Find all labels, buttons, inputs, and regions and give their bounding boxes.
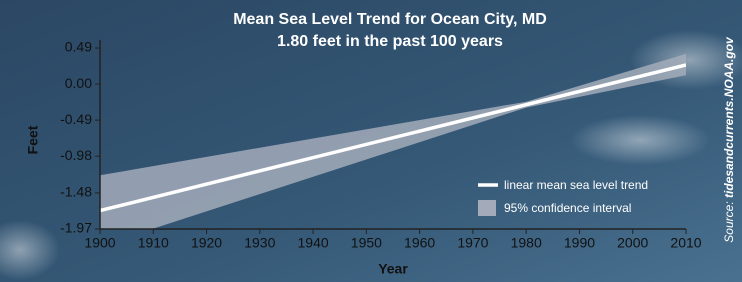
x-tick-label: 1950 — [351, 235, 382, 251]
y-tick-label: -1.97 — [60, 220, 92, 236]
x-tick-label: 1910 — [138, 235, 169, 251]
x-tick-label: 1900 — [84, 235, 115, 251]
x-tick-label: 1920 — [191, 235, 222, 251]
y-tick-label: 0.49 — [65, 39, 92, 55]
chart-subtitle: 1.80 feet in the past 100 years — [277, 33, 503, 50]
x-tick-label: 1930 — [244, 235, 275, 251]
x-tick-label: 1940 — [298, 235, 329, 251]
legend-label: 95% confidence interval — [504, 201, 631, 215]
x-tick-label: 2010 — [670, 235, 701, 251]
x-tick-label: 1980 — [511, 235, 542, 251]
source: Source: tidesandcurrents.NOAA.gov — [722, 36, 736, 243]
x-axis-title: Year — [378, 261, 408, 277]
source-url: tidesandcurrents.NOAA.gov — [722, 36, 736, 198]
cloud — [570, 115, 710, 165]
legend-swatch — [478, 200, 496, 216]
source-label: Source: — [722, 201, 736, 242]
chart-title: Mean Sea Level Trend for Ocean City, MD — [233, 11, 547, 28]
y-axis-title: Feet — [25, 125, 41, 154]
y-tick-label: -1.48 — [60, 184, 92, 200]
x-tick-label: 1990 — [564, 235, 595, 251]
legend-label: linear mean sea level trend — [504, 178, 648, 192]
x-tick-label: 1970 — [457, 235, 488, 251]
chart: Mean Sea Level Trend for Ocean City, MD … — [0, 0, 742, 282]
y-tick-label: 0.00 — [65, 75, 92, 91]
y-tick-label: -0.49 — [60, 111, 92, 127]
y-tick-label: -0.98 — [60, 147, 92, 163]
x-tick-label: 1960 — [404, 235, 435, 251]
x-tick-label: 2000 — [617, 235, 648, 251]
